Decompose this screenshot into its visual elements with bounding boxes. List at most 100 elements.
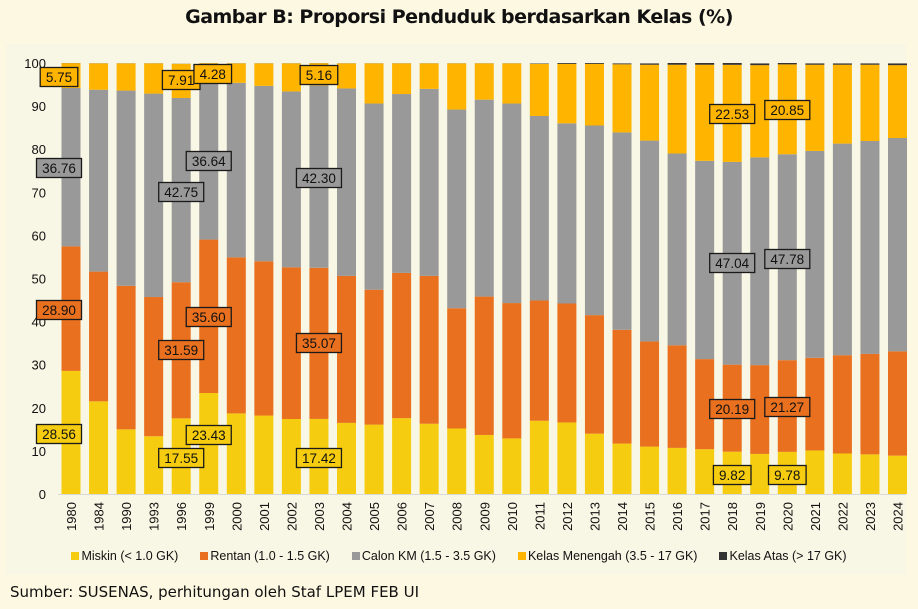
bar-segment-miskin xyxy=(392,418,412,494)
bar-2013 xyxy=(584,63,604,494)
data-label-box xyxy=(295,167,343,189)
bar-segment-kelas-menengah xyxy=(750,65,770,158)
legend-swatch-icon xyxy=(71,552,80,560)
bar-segment-rentan xyxy=(447,308,467,429)
bar-segment-miskin xyxy=(888,455,907,494)
bar-2017 xyxy=(695,63,715,494)
bar-segment-kelas-menengah xyxy=(805,64,825,151)
y-tick-label: 0 xyxy=(39,487,46,502)
x-tick-label: 1999 xyxy=(202,502,217,531)
x-tick-label: 1990 xyxy=(119,502,134,531)
bar-segment-kelas-menengah xyxy=(364,63,384,104)
bar-segment-calon-km xyxy=(474,99,494,297)
bar-segment-kelas-atas xyxy=(777,63,797,65)
bar-segment-calon-km xyxy=(888,137,907,352)
bar-segment-kelas-menengah xyxy=(529,63,549,117)
bar-segment-calon-km xyxy=(667,153,687,346)
bar-segment-kelas-menengah xyxy=(474,63,494,100)
bar-segment-miskin xyxy=(419,423,439,494)
data-label-box xyxy=(764,396,811,418)
data-label: 36.76 xyxy=(35,157,83,179)
bar-2019 xyxy=(750,63,770,494)
data-label-text: 22.53 xyxy=(715,107,749,122)
bar-1984 xyxy=(89,63,109,494)
bar-segment-calon-km xyxy=(557,123,577,304)
bar-segment-calon-km xyxy=(89,89,109,272)
bar-segment-kelas-menengah xyxy=(116,63,136,91)
chart-title: Gambar B: Proporsi Penduduk berdasarkan … xyxy=(185,6,733,28)
data-label-text: 17.42 xyxy=(302,451,336,466)
bar-segment-rentan xyxy=(667,345,687,448)
bar-2020 xyxy=(777,63,797,494)
bar-segment-kelas-menengah xyxy=(667,64,687,154)
bar-segment-rentan xyxy=(640,341,660,447)
bar-segment-calon-km xyxy=(281,91,301,268)
bar-segment-kelas-menengah xyxy=(254,63,274,86)
bar-segment-rentan xyxy=(612,329,632,444)
bar-segment-rentan xyxy=(419,275,439,424)
bar-segment-kelas-menengah xyxy=(447,63,467,110)
data-label-text: 9.82 xyxy=(719,468,745,483)
bar-segment-kelas-atas xyxy=(584,63,604,64)
bar-segment-rentan xyxy=(474,296,494,435)
bar-segment-kelas-menengah xyxy=(419,63,439,89)
data-label-box xyxy=(185,424,232,446)
x-tick-label: 2021 xyxy=(808,502,823,531)
bar-2003 xyxy=(309,63,329,494)
bar-segment-rentan xyxy=(337,275,356,423)
x-tick-label: 2007 xyxy=(422,502,437,531)
bar-segment-rentan xyxy=(750,365,770,454)
x-tick-label: 2018 xyxy=(725,502,740,531)
bar-segment-miskin xyxy=(529,420,549,494)
x-tick-label: 2008 xyxy=(450,502,465,531)
legend-swatch-icon xyxy=(719,552,728,560)
bar-2001 xyxy=(254,63,274,494)
data-label-text: 23.43 xyxy=(192,428,226,443)
data-label-box xyxy=(35,157,83,179)
bar-segment-rentan xyxy=(281,267,301,420)
data-label-text: 28.56 xyxy=(42,427,76,442)
bar-segment-miskin xyxy=(337,422,356,494)
data-label: 47.78 xyxy=(764,248,811,270)
data-label-box xyxy=(295,447,343,469)
bar-segment-rentan xyxy=(502,303,522,439)
bar-2016 xyxy=(667,63,687,494)
bar-segment-calon-km xyxy=(447,109,467,309)
x-tick-label: 2016 xyxy=(670,502,685,531)
bar-segment-kelas-menengah xyxy=(612,64,632,133)
legend-label: Kelas Menengah (3.5 - 17 GK) xyxy=(527,549,698,563)
data-label: 35.60 xyxy=(185,306,232,328)
data-label-text: 47.04 xyxy=(715,256,749,271)
bar-2021 xyxy=(805,63,825,494)
bar-segment-kelas-atas xyxy=(888,63,907,66)
x-tick-label: 2014 xyxy=(615,502,630,531)
y-tick-label: 20 xyxy=(32,401,46,416)
bar-segment-rentan xyxy=(584,315,604,434)
x-tick-label: 2010 xyxy=(505,502,520,531)
data-label-text: 36.76 xyxy=(42,161,76,176)
bar-2007 xyxy=(419,63,439,494)
bar-segment-kelas-atas xyxy=(557,63,577,64)
x-tick-label: 2006 xyxy=(395,502,410,531)
x-tick-label: 1980 xyxy=(64,502,79,531)
data-label-box xyxy=(712,464,752,486)
legend-swatch-icon xyxy=(517,552,526,560)
bar-segment-miskin xyxy=(805,450,825,494)
bar-segment-miskin xyxy=(584,433,604,494)
bar-2024 xyxy=(888,63,907,494)
data-label-text: 20.19 xyxy=(715,402,749,417)
y-tick-label: 80 xyxy=(32,142,46,157)
data-label-box xyxy=(158,339,205,361)
bar-segment-miskin xyxy=(612,443,632,494)
y-tick-label: 70 xyxy=(32,185,46,200)
data-label-text: 47.78 xyxy=(770,252,804,267)
data-label: 31.59 xyxy=(158,339,205,361)
bar-segment-kelas-atas xyxy=(695,63,715,65)
bar-segment-calon-km xyxy=(364,103,384,290)
data-label-box xyxy=(158,447,205,469)
bar-segment-kelas-menengah xyxy=(144,63,164,94)
bar-segment-rentan xyxy=(695,359,715,450)
bar-segment-kelas-menengah xyxy=(695,64,715,161)
bar-segment-kelas-atas xyxy=(640,63,660,65)
bar-segment-rentan xyxy=(364,289,384,425)
